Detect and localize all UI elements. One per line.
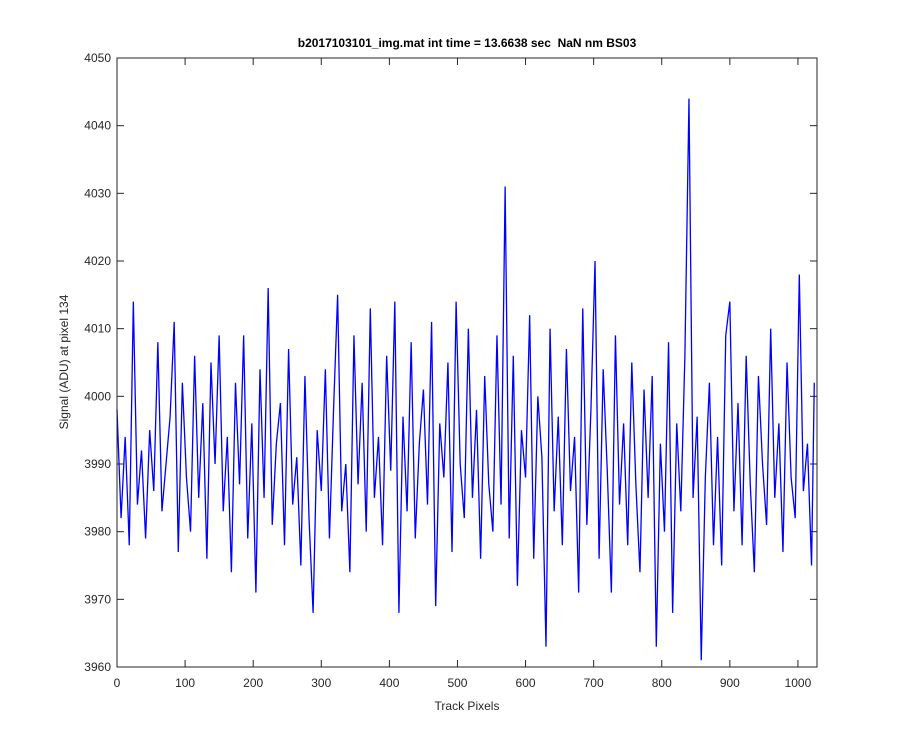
y-tick-label: 4010 [84, 322, 111, 336]
y-tick-label: 4030 [84, 186, 111, 200]
y-tick-label: 4020 [84, 254, 111, 268]
y-tick-label: 3990 [84, 457, 111, 471]
chart-title: b2017103101_img.mat int time = 13.6638 s… [298, 36, 637, 50]
x-tick-label: 800 [652, 676, 672, 690]
axes-box [116, 57, 818, 668]
x-tick-label: 600 [516, 676, 536, 690]
y-axis-label: Signal (ADU) at pixel 134 [57, 294, 71, 429]
x-tick-label: 700 [584, 676, 604, 690]
data-line [116, 98, 815, 661]
x-tick-label: 1000 [785, 676, 812, 690]
y-tick-label: 4050 [84, 51, 111, 65]
x-tick-label: 900 [720, 676, 740, 690]
y-tick-label: 3980 [84, 525, 111, 539]
x-tick-label: 0 [114, 676, 121, 690]
x-tick-label: 500 [447, 676, 467, 690]
x-tick-label: 200 [243, 676, 263, 690]
x-tick-label: 400 [379, 676, 399, 690]
x-tick-label: 300 [311, 676, 331, 690]
x-axis-label: Track Pixels [435, 699, 500, 713]
y-tick-label: 4040 [84, 119, 111, 133]
x-tick-label: 100 [175, 676, 195, 690]
y-tick-label: 3970 [84, 592, 111, 606]
y-tick-label: 3960 [84, 660, 111, 674]
y-tick-label: 4000 [84, 389, 111, 403]
